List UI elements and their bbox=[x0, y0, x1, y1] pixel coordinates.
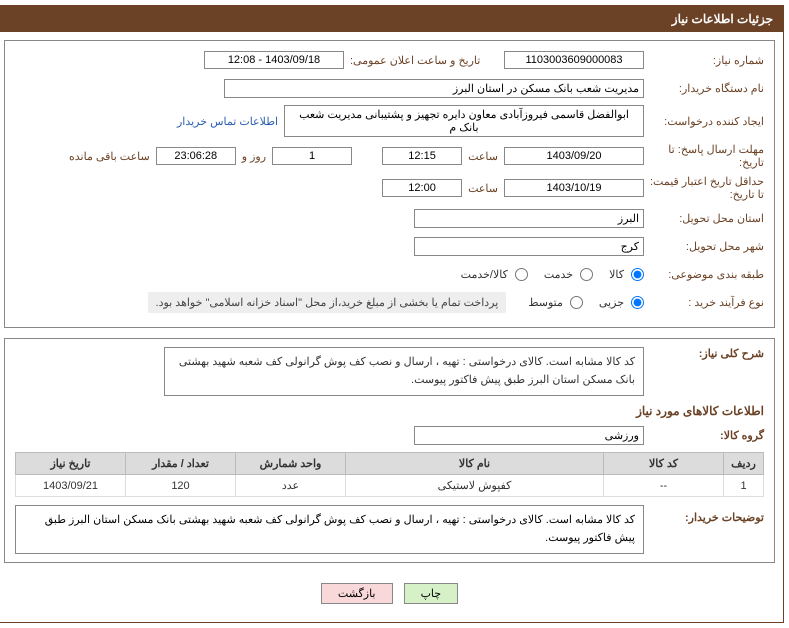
deadline-date-field: 1403/09/20 bbox=[504, 147, 644, 165]
announce-label: تاریخ و ساعت اعلان عمومی: bbox=[344, 54, 504, 67]
th-name: نام کالا bbox=[346, 453, 604, 475]
radio-medium-label: متوسط bbox=[528, 296, 563, 309]
info-panel: شماره نیاز: 1103003609000083 تاریخ و ساع… bbox=[4, 40, 775, 328]
row-requester: ایجاد کننده درخواست: ابوالفضل قاسمی فیرو… bbox=[15, 105, 764, 137]
requester-field: ابوالفضل قاسمی فیروزآبادی معاون دایره تج… bbox=[284, 105, 644, 137]
radio-both[interactable] bbox=[515, 268, 528, 281]
payment-note: پرداخت تمام یا بخشی از مبلغ خرید،از محل … bbox=[148, 292, 507, 313]
remaining-label: ساعت باقی مانده bbox=[69, 150, 150, 163]
radio-medium[interactable] bbox=[570, 296, 583, 309]
th-unit: واحد شمارش bbox=[236, 453, 346, 475]
buyer-org-field: مدیریت شعب بانک مسکن در استان البرز bbox=[224, 79, 644, 98]
th-radif: ردیف bbox=[724, 453, 764, 475]
row-category: طبقه بندی موضوعی: کالا خدمت کالا/خدمت bbox=[15, 263, 764, 285]
process-radio-group: جزیی متوسط bbox=[516, 296, 644, 309]
buyer-desc-label: توضیحات خریدار: bbox=[644, 505, 764, 524]
goods-section-title: اطلاعات کالاهای مورد نیاز bbox=[15, 404, 764, 418]
row-deadline: مهلت ارسال پاسخ: تا تاریخ: 1403/09/20 سا… bbox=[15, 143, 764, 169]
contact-link[interactable]: اطلاعات تماس خریدار bbox=[177, 115, 278, 128]
button-bar: چاپ بازگشت bbox=[4, 573, 775, 614]
validity-label: حداقل تاریخ اعتبار قیمت: تا تاریخ: bbox=[644, 175, 764, 201]
province-label: استان محل تحویل: bbox=[644, 212, 764, 225]
table-header-row: ردیف کد کالا نام کالا واحد شمارش تعداد /… bbox=[16, 453, 764, 475]
province-field: البرز bbox=[414, 209, 644, 228]
deadline-label: مهلت ارسال پاسخ: تا تاریخ: bbox=[644, 143, 764, 169]
city-field: کرج bbox=[414, 237, 644, 256]
panel-header: جزئیات اطلاعات نیاز bbox=[0, 6, 783, 32]
row-buyer-desc: توضیحات خریدار: کد کالا مشابه است. کالای… bbox=[15, 505, 764, 554]
need-number-label: شماره نیاز: bbox=[644, 54, 764, 67]
validity-time-field: 12:00 bbox=[382, 179, 462, 197]
print-button[interactable]: چاپ bbox=[404, 583, 459, 604]
radio-goods[interactable] bbox=[631, 268, 644, 281]
buyer-org-label: نام دستگاه خریدار: bbox=[644, 82, 764, 95]
goods-group-label: گروه کالا: bbox=[644, 429, 764, 442]
validity-date-field: 1403/10/19 bbox=[504, 179, 644, 197]
city-label: شهر محل تحویل: bbox=[644, 240, 764, 253]
goods-group-field: ورزشی bbox=[414, 426, 644, 445]
deadline-time-field: 12:15 bbox=[382, 147, 462, 165]
requester-label: ایجاد کننده درخواست: bbox=[644, 115, 764, 128]
row-need-number: شماره نیاز: 1103003609000083 تاریخ و ساع… bbox=[15, 49, 764, 71]
cell-code: -- bbox=[604, 475, 724, 497]
remaining-days-field: 1 bbox=[272, 147, 352, 165]
cell-radif: 1 bbox=[724, 475, 764, 497]
header-title: جزئیات اطلاعات نیاز bbox=[672, 12, 773, 26]
category-label: طبقه بندی موضوعی: bbox=[644, 268, 764, 281]
radio-service[interactable] bbox=[580, 268, 593, 281]
row-validity: حداقل تاریخ اعتبار قیمت: تا تاریخ: 1403/… bbox=[15, 175, 764, 201]
radio-partial[interactable] bbox=[631, 296, 644, 309]
goods-table: ردیف کد کالا نام کالا واحد شمارش تعداد /… bbox=[15, 452, 764, 497]
buyer-desc-text: کد کالا مشابه است. کالای درخواستی : تهیه… bbox=[15, 505, 644, 554]
cell-qty: 120 bbox=[126, 475, 236, 497]
time-label-1: ساعت bbox=[468, 150, 498, 163]
th-qty: تعداد / مقدار bbox=[126, 453, 236, 475]
announce-field: 1403/09/18 - 12:08 bbox=[204, 51, 344, 69]
th-date: تاریخ نیاز bbox=[16, 453, 126, 475]
radio-goods-label: کالا bbox=[609, 268, 624, 281]
row-process: نوع فرآیند خرید : جزیی متوسط پرداخت تمام… bbox=[15, 291, 764, 313]
time-label-2: ساعت bbox=[468, 182, 498, 195]
remaining-time-field: 23:06:28 bbox=[156, 147, 236, 165]
summary-text: کد کالا مشابه است. کالای درخواستی : تهیه… bbox=[164, 347, 644, 396]
row-buyer-org: نام دستگاه خریدار: مدیریت شعب بانک مسکن … bbox=[15, 77, 764, 99]
cell-unit: عدد bbox=[236, 475, 346, 497]
day-and-label: روز و bbox=[242, 150, 266, 163]
cell-date: 1403/09/21 bbox=[16, 475, 126, 497]
radio-service-label: خدمت bbox=[544, 268, 573, 281]
cell-name: کفپوش لاستیکی bbox=[346, 475, 604, 497]
content-area: شماره نیاز: 1103003609000083 تاریخ و ساع… bbox=[0, 32, 783, 622]
process-label: نوع فرآیند خرید : bbox=[644, 296, 764, 309]
row-province: استان محل تحویل: البرز bbox=[15, 207, 764, 229]
summary-label: شرح کلی نیاز: bbox=[644, 347, 764, 360]
th-code: کد کالا bbox=[604, 453, 724, 475]
radio-partial-label: جزیی bbox=[599, 296, 624, 309]
row-city: شهر محل تحویل: کرج bbox=[15, 235, 764, 257]
row-goods-group: گروه کالا: ورزشی bbox=[15, 424, 764, 446]
category-radio-group: کالا خدمت کالا/خدمت bbox=[449, 268, 644, 281]
row-summary: شرح کلی نیاز: کد کالا مشابه است. کالای د… bbox=[15, 347, 764, 396]
main-container: جزئیات اطلاعات نیاز شماره نیاز: 11030036… bbox=[0, 5, 784, 623]
back-button[interactable]: بازگشت bbox=[321, 583, 393, 604]
table-row: 1--کفپوش لاستیکیعدد1201403/09/21 bbox=[16, 475, 764, 497]
need-number-field: 1103003609000083 bbox=[504, 51, 644, 69]
summary-panel: شرح کلی نیاز: کد کالا مشابه است. کالای د… bbox=[4, 338, 775, 563]
radio-both-label: کالا/خدمت bbox=[461, 268, 508, 281]
